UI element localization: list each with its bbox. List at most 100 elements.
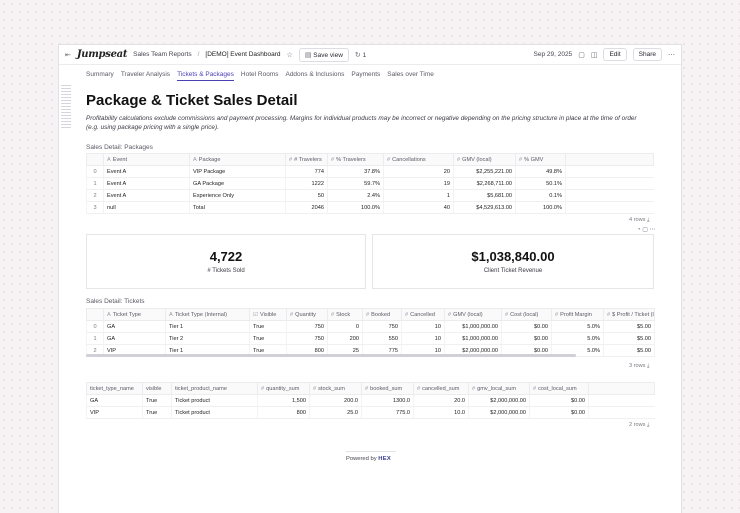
- table-row[interactable]: 0 Event A VIP Package 774 37.8% 20 $2,255,221.…: [86, 165, 654, 178]
- table-cell: 40: [383, 201, 454, 214]
- table-cell: $5.00: [603, 332, 655, 345]
- tab-summary[interactable]: Summary: [86, 71, 114, 78]
- table-cell: True: [142, 406, 172, 419]
- packages-row-count: 4 rows ⤓: [629, 217, 650, 223]
- column-header[interactable]: #% Travelers: [327, 153, 384, 166]
- column-header[interactable]: # booked_sum: [361, 382, 414, 395]
- version-indicator[interactable]: ↻ 1: [354, 51, 367, 59]
- column-header[interactable]: # Quantity: [286, 308, 328, 321]
- download-icon[interactable]: ⤓: [647, 422, 650, 428]
- column-header[interactable]: A Ticket Type (Internal): [165, 308, 250, 321]
- tickets-section-title: Sales Detail: Tickets: [86, 298, 145, 305]
- column-header[interactable]: ticket_product_name: [171, 382, 258, 395]
- number-type-icon: #: [533, 385, 537, 392]
- column-header[interactable]: # cancelled_sum: [413, 382, 469, 395]
- hex-logo[interactable]: HEX: [378, 456, 392, 462]
- star-icon[interactable]: ☆: [286, 51, 293, 59]
- breadcrumb-current: [DEMO] Event Dashboard: [205, 51, 281, 58]
- table-row[interactable]: 2 VIP Tier 1 True 800 25 775 10 $2,000,000.00 $0.…: [86, 344, 655, 357]
- save-view-button[interactable]: ▤ Save view: [298, 47, 349, 62]
- column-header[interactable]: # Profit Margin: [551, 308, 604, 321]
- table-cell: 100.0%: [327, 201, 384, 214]
- number-type-icon: #: [261, 385, 265, 392]
- table-row[interactable]: VIP True Ticket product 800 25.0 775.0 10.0 $2,…: [86, 406, 655, 419]
- breadcrumb-parent[interactable]: Sales Team Reports: [133, 51, 192, 58]
- table-cell: 20: [383, 165, 454, 178]
- table-row[interactable]: GA True Ticket product 1,500 200.0 1300.0 20.0…: [86, 394, 655, 407]
- column-header[interactable]: ticket_type_name: [86, 382, 143, 395]
- column-header[interactable]: A Ticket Type: [103, 308, 166, 321]
- tab-traveler-analysis[interactable]: Traveler Analysis: [120, 71, 171, 78]
- column-header[interactable]: #$ Profit / Ticket (lo...: [603, 308, 655, 321]
- edit-button[interactable]: Edit: [603, 48, 627, 61]
- column-header[interactable]: A Event: [103, 153, 190, 166]
- column-header[interactable]: # Stock: [327, 308, 363, 321]
- table-cell: 19: [383, 177, 454, 190]
- number-type-icon: #: [519, 156, 523, 163]
- metric-tickets-sold: 4,722 # Tickets Sold: [86, 234, 366, 289]
- tab-addons-inclusions[interactable]: Addons & Inclusions: [285, 71, 345, 78]
- table-row[interactable]: 1 Event A GA Package 1222 59.7% 19 $2,268,711.…: [86, 177, 654, 190]
- row-index: 0: [86, 165, 104, 178]
- more-options-icon[interactable]: ⋯: [668, 51, 675, 59]
- table-row[interactable]: 3 null Total 2046 100.0% 40 $4,529,613.00 100.0…: [86, 201, 654, 214]
- powered-by-footer: Powered by HEX: [346, 451, 396, 462]
- column-header[interactable]: # cost_local_sum: [529, 382, 589, 395]
- horizontal-scrollbar[interactable]: [86, 354, 576, 357]
- tab-sales-over-time[interactable]: Sales over Time: [387, 71, 434, 78]
- table-cell: 774: [285, 165, 328, 178]
- table-cell: Ticket product: [171, 394, 258, 407]
- number-type-icon: #: [366, 311, 370, 318]
- column-header[interactable]: # # Travelers: [285, 153, 328, 166]
- table-cell: True: [142, 394, 172, 407]
- table-row[interactable]: 0 GA Tier 1 True 750 0 750 10 $1,000,000.00 $0.00…: [86, 320, 655, 333]
- table-cell: 25.0: [309, 406, 362, 419]
- cell-toolbar[interactable]: ◔ ▢ ⋯: [637, 226, 656, 233]
- table-cell: 0.1%: [515, 189, 566, 202]
- table-row[interactable]: 2 Event A Experience Only 50 2.4% 1 $5,681.00 0…: [86, 189, 654, 202]
- table-row[interactable]: 1 GA Tier 2 True 750 200 550 10 $1,000,000.00 $0.…: [86, 332, 655, 345]
- column-header[interactable]: A Package: [189, 153, 286, 166]
- number-type-icon: #: [331, 156, 335, 163]
- number-type-icon: #: [387, 156, 391, 163]
- table-cell: 2046: [285, 201, 328, 214]
- share-button[interactable]: Share: [632, 48, 662, 61]
- column-header[interactable]: # gmv_local_sum: [468, 382, 530, 395]
- column-header[interactable]: ☑ Visible: [249, 308, 287, 321]
- column-header[interactable]: # GMV (local): [453, 153, 516, 166]
- breadcrumb-separator: /: [197, 51, 200, 58]
- number-type-icon: #: [607, 311, 611, 318]
- text-type-icon: A: [169, 311, 173, 318]
- table-cell: $1,000,000.00: [444, 332, 502, 345]
- save-view-icon: ▤: [304, 51, 312, 59]
- column-header[interactable]: # Cancelled: [401, 308, 445, 321]
- number-type-icon: #: [365, 385, 369, 392]
- app-window: ⇤ Jumpseat Sales Team Reports / [DEMO] E…: [58, 44, 682, 513]
- outline-minimap[interactable]: [61, 85, 71, 130]
- panel-icon[interactable]: ◫: [590, 51, 598, 59]
- table-cell: GA: [103, 332, 166, 345]
- column-header[interactable]: # quantity_sum: [257, 382, 310, 395]
- column-header[interactable]: # stock_sum: [309, 382, 362, 395]
- column-header[interactable]: # GMV (local): [444, 308, 502, 321]
- comment-icon[interactable]: ▢: [578, 51, 585, 59]
- workspace-logo[interactable]: Jumpseat: [76, 49, 128, 60]
- download-icon[interactable]: ⤓: [647, 363, 650, 369]
- table-cell: 20.0: [413, 394, 469, 407]
- table-cell: Tier 1: [165, 320, 250, 333]
- tab-tickets-packages[interactable]: Tickets & Packages: [177, 71, 234, 81]
- table-cell: 0: [327, 320, 363, 333]
- table-cell: 59.7%: [327, 177, 384, 190]
- column-header[interactable]: # Cost (local): [501, 308, 552, 321]
- download-icon[interactable]: ⤓: [647, 217, 650, 223]
- tab-payments[interactable]: Payments: [351, 71, 381, 78]
- column-header[interactable]: #% GMV: [515, 153, 566, 166]
- column-header[interactable]: # Booked: [362, 308, 402, 321]
- metric-ticket-revenue: $1,038,840.00 Client Ticket Revenue: [372, 234, 654, 289]
- number-type-icon: #: [331, 311, 335, 318]
- table-cell: 5.0%: [551, 332, 604, 345]
- collapse-sidebar-icon[interactable]: ⇤: [65, 51, 71, 59]
- column-header[interactable]: # Cancellations: [383, 153, 454, 166]
- column-header[interactable]: visible: [142, 382, 172, 395]
- tab-hotel-rooms[interactable]: Hotel Rooms: [240, 71, 279, 78]
